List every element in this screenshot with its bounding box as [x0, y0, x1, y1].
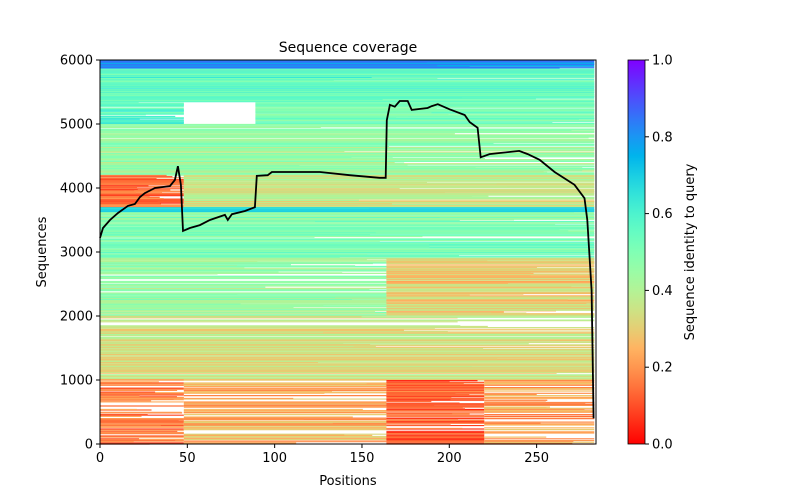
y-tick-label: 3000 [60, 246, 93, 261]
y-tick-label: 0 [85, 438, 93, 453]
colorbar-tick-label: 0.0 [652, 438, 673, 453]
x-tick-label: 150 [350, 451, 375, 466]
colorbar-label: Sequence identity to query [683, 163, 698, 340]
x-tick-label: 200 [437, 451, 462, 466]
coverage-line [99, 100, 595, 419]
x-tick-label: 250 [524, 451, 549, 466]
x-axis-ticks: 0 50 100 150 200 250 [96, 444, 549, 466]
colorbar [627, 59, 646, 445]
y-tick-label: 4000 [60, 182, 93, 197]
chart-title: Sequence coverage [279, 40, 418, 56]
alignment-lines [100, 59, 595, 445]
colorbar-tick-label: 1.0 [652, 54, 673, 69]
x-tick-label: 100 [262, 451, 287, 466]
y-tick-label: 6000 [60, 54, 93, 69]
colorbar-tick-label: 0.4 [652, 284, 673, 299]
y-axis-ticks: 0 1000 2000 3000 4000 5000 6000 [60, 54, 100, 453]
colorbar-ticks: 0.0 0.2 0.4 0.6 0.8 1.0 [645, 54, 673, 453]
y-tick-label: 1000 [60, 374, 93, 389]
x-tick-label: 0 [96, 451, 104, 466]
colorbar-tick-label: 0.8 [652, 130, 673, 145]
colorbar-tick-label: 0.6 [652, 207, 673, 222]
y-axis-label: Sequences [35, 216, 50, 287]
x-tick-label: 50 [179, 451, 196, 466]
y-tick-label: 2000 [60, 310, 93, 325]
x-axis-label: Positions [319, 474, 377, 489]
y-tick-label: 5000 [60, 118, 93, 133]
colorbar-tick-label: 0.2 [652, 361, 673, 376]
